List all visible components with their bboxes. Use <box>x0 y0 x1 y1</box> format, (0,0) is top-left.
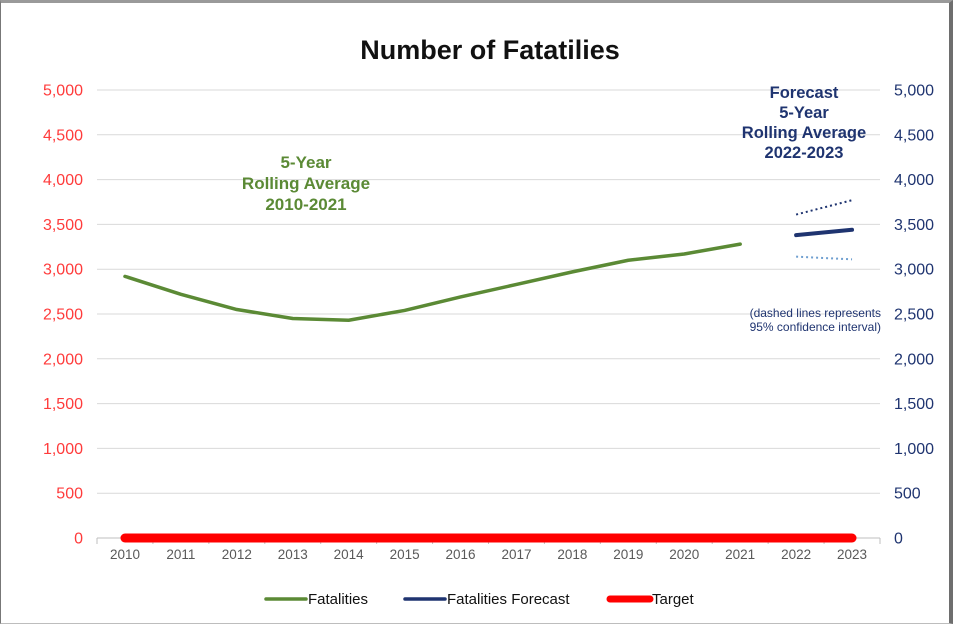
confidence-note-line: 95% confidence interval) <box>750 320 881 334</box>
right-y-axis: 0 500 1,000 1,500 2,000 2,500 3,000 3,500 4,000 4… <box>894 83 934 548</box>
left-y-tick-label: 2,000 <box>43 351 83 368</box>
left-y-tick-label: 3,000 <box>43 262 83 279</box>
right-y-tick-label: 1,000 <box>894 441 934 458</box>
left-y-tick-label: 5,000 <box>43 83 83 100</box>
confidence-lower-line <box>796 255 853 261</box>
x-tick-label: 2010 <box>110 547 140 562</box>
confidence-note-line: (dashed lines represents <box>750 306 881 320</box>
confidence-upper-line <box>795 199 853 216</box>
right-y-tick-label: 500 <box>894 486 921 503</box>
right-y-tick-label: 1,500 <box>894 396 934 413</box>
left-y-tick-label: 3,500 <box>43 217 83 234</box>
historical-annotation-line: 5-Year <box>280 153 331 172</box>
x-tick-label: 2021 <box>725 547 755 562</box>
forecast-annotation-line: Rolling Average <box>742 124 866 142</box>
legend-label: Target <box>652 591 695 608</box>
x-tick-label: 2014 <box>334 547 365 562</box>
x-tick-label: 2016 <box>446 547 476 562</box>
x-tick-label: 2013 <box>278 547 308 562</box>
historical-annotation-line: 2010-2021 <box>265 195 346 214</box>
right-y-tick-label: 3,000 <box>894 262 934 279</box>
right-y-tick-label: 0 <box>894 531 903 548</box>
x-tick-label: 2011 <box>166 547 195 562</box>
left-y-tick-label: 1,500 <box>43 396 83 413</box>
x-tick-label: 2015 <box>390 547 420 562</box>
line-chart: Number of Fatatilies 0 500 1,000 1,500 2,000… <box>43 35 934 608</box>
right-y-tick-label: 4,500 <box>894 127 934 144</box>
series-layer <box>120 199 857 543</box>
series-line-fatalities-forecast <box>794 227 855 238</box>
gridlines <box>97 89 880 494</box>
right-y-tick-label: 2,500 <box>894 307 934 324</box>
left-y-tick-label: 1,000 <box>43 441 83 458</box>
right-y-tick-label: 5,000 <box>894 83 934 100</box>
right-y-tick-label: 3,500 <box>894 217 934 234</box>
left-y-tick-label: 4,500 <box>43 127 83 144</box>
left-y-tick-label: 0 <box>74 531 83 548</box>
x-tick-label: 2012 <box>222 547 252 562</box>
series-line-fatalities <box>123 242 742 323</box>
legend-label: Fatalities <box>308 591 368 608</box>
x-tick-label: 2017 <box>501 547 531 562</box>
left-y-axis: 0 500 1,000 1,500 2,000 2,500 3,000 3,500 4,000 4… <box>43 83 83 548</box>
forecast-annotation-line: 5-Year <box>779 104 829 122</box>
left-y-tick-label: 500 <box>56 486 83 503</box>
left-y-tick-label: 2,500 <box>43 307 83 324</box>
x-tick-label: 2019 <box>613 547 643 562</box>
right-y-tick-label: 4,000 <box>894 172 934 189</box>
right-y-tick-label: 2,000 <box>894 351 934 368</box>
forecast-annotation-line: Forecast <box>770 84 839 102</box>
chart-title: Number of Fatatilies <box>360 35 620 65</box>
annotations: 5-Year Rolling Average 2010-2021 Forecast 5-… <box>242 84 881 334</box>
forecast-annotation-line: 2022-2023 <box>765 144 844 162</box>
x-tick-label: 2022 <box>781 547 811 562</box>
left-y-tick-label: 4,000 <box>43 172 83 189</box>
x-tick-label: 2023 <box>837 547 867 562</box>
legend: Fatalities Fatalities Forecast Target <box>264 591 695 608</box>
historical-annotation-line: Rolling Average <box>242 174 370 193</box>
x-tick-label: 2018 <box>557 547 587 562</box>
legend-label: Fatalities Forecast <box>447 591 570 608</box>
x-tick-label: 2020 <box>669 547 699 562</box>
